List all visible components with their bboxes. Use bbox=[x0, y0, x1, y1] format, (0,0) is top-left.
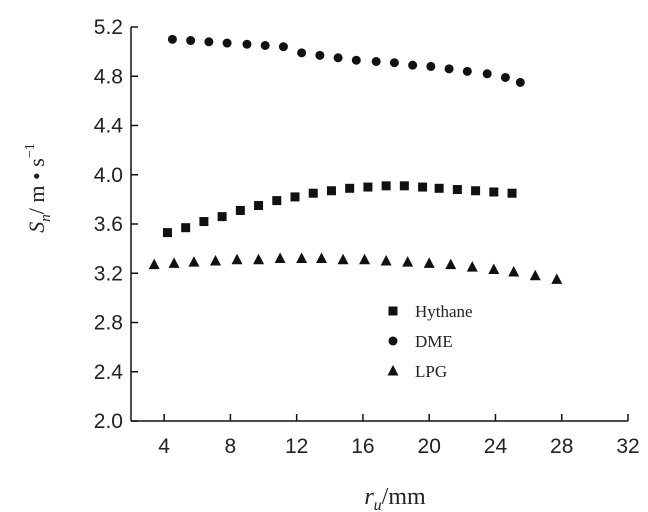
hythane-point-1 bbox=[181, 223, 191, 233]
hythane-point-14 bbox=[418, 182, 428, 192]
dme-point-13 bbox=[408, 60, 418, 70]
lpg-point-0 bbox=[148, 258, 160, 270]
hythane-point-8 bbox=[308, 188, 318, 198]
dme-point-6 bbox=[278, 42, 288, 52]
legend-marker-hythane bbox=[388, 306, 398, 316]
dme-point-2 bbox=[204, 37, 214, 47]
dme-point-12 bbox=[389, 58, 399, 68]
lpg-point-3 bbox=[209, 254, 221, 266]
dme-point-17 bbox=[482, 69, 492, 79]
x-tick-label-4: 20 bbox=[418, 435, 441, 458]
hythane-point-5 bbox=[254, 201, 264, 211]
y-tick-label-8: 5.2 bbox=[94, 16, 123, 39]
dme-point-14 bbox=[426, 61, 436, 71]
dme-point-7 bbox=[297, 48, 307, 58]
lpg-point-4 bbox=[231, 253, 243, 265]
hythane-point-9 bbox=[326, 186, 336, 196]
lpg-point-6 bbox=[274, 252, 286, 263]
lpg-point-17 bbox=[508, 266, 520, 277]
dme-point-5 bbox=[260, 40, 270, 50]
hythane-point-0 bbox=[162, 228, 172, 238]
y-tick-label-0: 2.0 bbox=[94, 410, 123, 433]
series-lpg bbox=[148, 252, 563, 284]
series-dme bbox=[167, 34, 525, 87]
x-tick-label-7: 32 bbox=[616, 435, 639, 458]
lpg-point-19 bbox=[551, 273, 563, 284]
lpg-point-11 bbox=[380, 254, 392, 266]
dme-point-8 bbox=[315, 50, 325, 60]
lpg-point-8 bbox=[316, 252, 328, 263]
lpg-point-16 bbox=[488, 263, 500, 275]
axis-ticks: 2.0 2.4 2.8 3.2 3.6 4.0 4.4 4.8 5.2 4 8 12 16 20 24 28 3… bbox=[94, 16, 640, 458]
hythane-point-10 bbox=[345, 183, 355, 193]
lpg-point-2 bbox=[188, 256, 200, 267]
dme-point-19 bbox=[515, 77, 525, 87]
y-tick-label-2: 2.8 bbox=[94, 312, 123, 335]
hythane-point-3 bbox=[217, 212, 227, 222]
hythane-point-19 bbox=[507, 188, 517, 198]
y-tick-label-4: 3.6 bbox=[94, 213, 123, 236]
data-points bbox=[148, 34, 563, 284]
y-axis-label: Sn/ m • s−1 bbox=[23, 143, 54, 232]
legend: Hythane DME LPG bbox=[387, 302, 473, 381]
lpg-point-9 bbox=[337, 253, 349, 265]
lpg-point-13 bbox=[423, 257, 435, 268]
y-tick-label-3: 3.2 bbox=[94, 262, 123, 285]
hythane-point-15 bbox=[434, 183, 444, 193]
hythane-point-17 bbox=[471, 186, 481, 196]
x-tick-label-0: 4 bbox=[158, 435, 170, 458]
lpg-point-10 bbox=[359, 253, 371, 265]
dme-point-3 bbox=[222, 38, 232, 48]
dme-point-15 bbox=[444, 64, 454, 74]
dme-point-0 bbox=[167, 34, 177, 44]
hythane-point-16 bbox=[452, 185, 462, 195]
legend-label-lpg: LPG bbox=[415, 362, 447, 381]
lpg-point-7 bbox=[296, 252, 308, 263]
lpg-point-15 bbox=[466, 261, 478, 272]
legend-marker-dme bbox=[388, 336, 398, 346]
lpg-point-18 bbox=[529, 269, 541, 281]
legend-marker-lpg bbox=[387, 365, 399, 376]
x-axis-label: ru/mm bbox=[364, 484, 426, 512]
x-tick-label-3: 16 bbox=[351, 435, 374, 458]
x-tick-label-6: 28 bbox=[550, 435, 573, 458]
dme-point-1 bbox=[186, 36, 196, 46]
dme-point-9 bbox=[333, 53, 343, 63]
lpg-point-1 bbox=[168, 257, 180, 268]
hythane-point-6 bbox=[272, 196, 282, 206]
hythane-point-12 bbox=[381, 181, 391, 191]
hythane-point-7 bbox=[290, 192, 300, 202]
x-tick-label-5: 24 bbox=[484, 435, 508, 458]
legend-label-dme: DME bbox=[415, 332, 453, 351]
dme-point-16 bbox=[462, 66, 472, 76]
dme-point-4 bbox=[242, 39, 252, 49]
lpg-point-12 bbox=[402, 256, 414, 267]
x-tick-label-2: 12 bbox=[285, 435, 308, 458]
dme-point-18 bbox=[500, 72, 510, 82]
y-tick-label-1: 2.4 bbox=[94, 361, 124, 384]
y-tick-label-5: 4.0 bbox=[94, 164, 123, 187]
hythane-point-18 bbox=[489, 187, 499, 197]
lpg-point-5 bbox=[253, 253, 265, 265]
y-tick-label-6: 4.4 bbox=[94, 115, 124, 138]
hythane-point-4 bbox=[235, 205, 245, 215]
series-hythane bbox=[162, 181, 517, 238]
dme-point-11 bbox=[371, 56, 381, 66]
hythane-point-13 bbox=[399, 181, 409, 191]
legend-label-hythane: Hythane bbox=[415, 302, 473, 321]
x-tick-label-1: 8 bbox=[225, 435, 237, 458]
y-tick-label-7: 4.8 bbox=[94, 65, 123, 88]
dme-point-10 bbox=[351, 55, 361, 65]
hythane-point-11 bbox=[363, 182, 373, 192]
hythane-point-2 bbox=[199, 217, 209, 227]
lpg-point-14 bbox=[445, 258, 457, 270]
